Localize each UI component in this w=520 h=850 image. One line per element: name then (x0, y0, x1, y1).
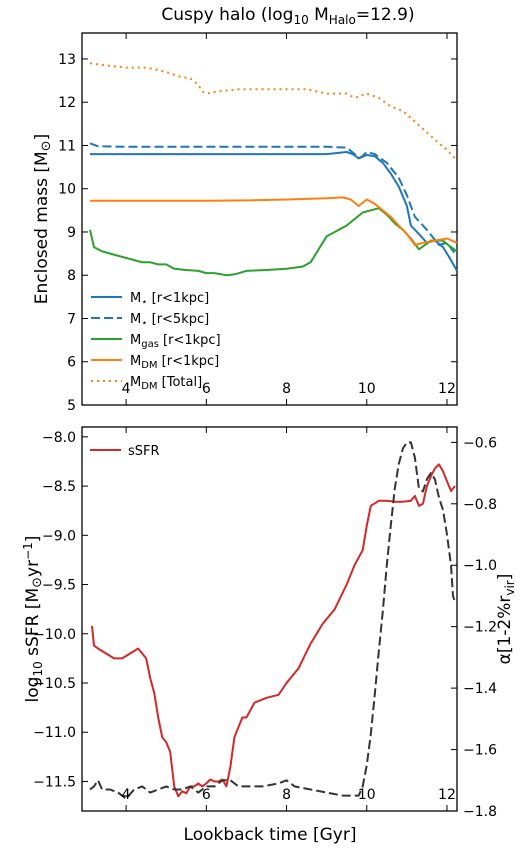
mass-y-tick-label: 12 (58, 95, 76, 111)
ssfr-legend: sSFR (90, 444, 160, 459)
alpha-y2-axis-label: α[1-2%rvir] (495, 574, 517, 665)
ssfr-x-tick-label: 10 (358, 787, 376, 803)
alpha-y2-tick-label: −1.2 (463, 620, 497, 636)
mass-y-tick-label: 13 (58, 52, 76, 68)
ssfr-series-line-2 (89, 441, 456, 800)
mass-y-tick-label: 7 (67, 311, 76, 327)
mass-series-group (89, 62, 458, 277)
mass-x-tick-label: 4 (122, 381, 131, 397)
mass-series-line-3 (89, 207, 458, 277)
ssfr-x-tick-label: 6 (202, 787, 211, 803)
ssfr-y-tick-label: −8.0 (42, 430, 76, 446)
x-axis-label: Lookback time [Gyr] (184, 825, 357, 845)
ssfr-panel: −8.0 −8.5 −9.0 −9.5 −10.0 −10.5 −11.0 −11.5 −0.6… (21, 426, 517, 845)
legend-label-2: M⋆ [r<5kpc] (130, 312, 209, 329)
ssfr-panel-frame (81, 426, 458, 812)
mass-y-tick-label: 9 (67, 225, 76, 241)
mass-series-line-4 (90, 196, 458, 246)
legend-label-1: M⋆ [r<1kpc] (130, 291, 209, 308)
ssfr-series-group (89, 441, 456, 800)
ssfr-y-tick-label: −8.5 (42, 479, 76, 495)
ssfr-axis-ticks: −8.0 −8.5 −9.0 −9.5 −10.0 −10.5 −11.0 −11.5 −0.6… (33, 427, 497, 820)
mass-series-line-2 (89, 142, 456, 255)
legend-label-4: MDM [r<1kpc] (130, 354, 219, 371)
ssfr-x-tick-label: 8 (282, 787, 291, 803)
ssfr-y-tick-label: −9.0 (42, 528, 76, 544)
legend-label-3: Mgas [r<1kpc] (130, 333, 221, 350)
ssfr-x-tick-label: 4 (122, 787, 131, 803)
ssfr-y-tick-label: −10.5 (33, 676, 76, 692)
mass-series-line-1 (90, 151, 458, 272)
mass-x-tick-label: 8 (282, 381, 291, 397)
ssfr-legend-label: sSFR (128, 444, 160, 459)
mass-y-tick-label: 8 (67, 268, 76, 284)
mass-y-tick-label: 5 (67, 398, 76, 414)
mass-x-tick-label: 10 (358, 381, 376, 397)
alpha-y2-tick-label: −1.0 (463, 558, 497, 574)
mass-y-tick-label: 10 (58, 182, 76, 198)
ssfr-x-tick-label: 12 (438, 787, 456, 803)
ssfr-y-axis-label: log10 sSFR [M⊙yr−1] (21, 536, 45, 703)
alpha-y2-tick-label: −0.8 (463, 497, 497, 513)
mass-y-tick-label: 6 (67, 355, 76, 371)
alpha-y2-tick-label: −0.6 (463, 435, 497, 451)
mass-axis-ticks: 5 6 7 8 9 10 11 12 13 4 6 8 10 12 (58, 33, 457, 414)
alpha-y2-tick-label: −1.6 (463, 743, 497, 759)
mass-series-line-5 (89, 62, 458, 162)
mass-y-axis-label: Enclosed mass [M⊙] (32, 134, 54, 304)
mass-legend: M⋆ [r<1kpc] M⋆ [r<5kpc] Mgas [r<1kpc] MDM [… (91, 291, 221, 392)
ssfr-series-line-1 (91, 463, 456, 798)
mass-y-tick-label: 11 (58, 138, 76, 154)
mass-x-tick-label: 12 (438, 381, 456, 397)
ssfr-y-tick-label: −9.5 (42, 578, 76, 594)
alpha-y2-tick-label: −1.4 (463, 681, 497, 697)
mass-panel-frame (81, 32, 458, 406)
alpha-y2-tick-label: −1.8 (463, 804, 497, 820)
ssfr-y-tick-label: −10.0 (33, 627, 76, 643)
chart-title: Cuspy halo (log10 MHalo=12.9) (161, 5, 414, 27)
ssfr-y-tick-label: −11.0 (33, 725, 76, 741)
ssfr-y-tick-label: −11.5 (33, 774, 76, 790)
legend-label-5: MDM [Total] (130, 375, 202, 392)
mass-x-tick-label: 6 (202, 381, 211, 397)
